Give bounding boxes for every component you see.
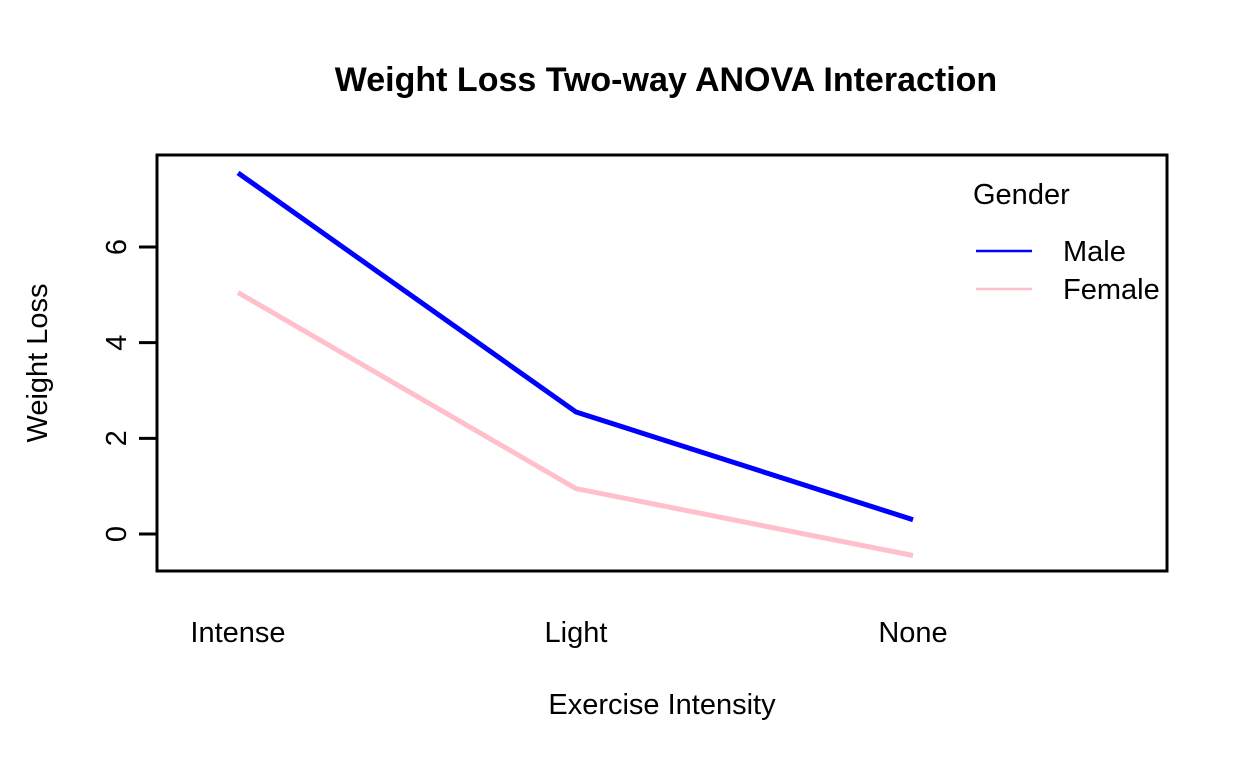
plot-border <box>155 153 1169 573</box>
legend-label-male: Male <box>1063 236 1126 268</box>
y-axis-title: Weight Loss <box>22 283 54 442</box>
x-axis-category-label: Light <box>545 617 608 649</box>
y-axis-tick-label: 0 <box>101 526 133 542</box>
series-line-male <box>236 170 914 523</box>
legend-title: Gender <box>973 179 1070 211</box>
x-axis-title: Exercise Intensity <box>548 689 776 721</box>
y-axis-tick-label: 2 <box>101 430 133 446</box>
series-line-female <box>236 290 914 558</box>
x-axis-category-label: None <box>878 617 947 649</box>
y-axis-tick-label: 4 <box>101 335 133 351</box>
y-axis-tick-label: 6 <box>101 239 133 255</box>
legend-label-female: Female <box>1063 274 1160 306</box>
chart-title: Weight Loss Two-way ANOVA Interaction <box>335 61 997 99</box>
x-axis-category-label: Intense <box>190 617 285 649</box>
